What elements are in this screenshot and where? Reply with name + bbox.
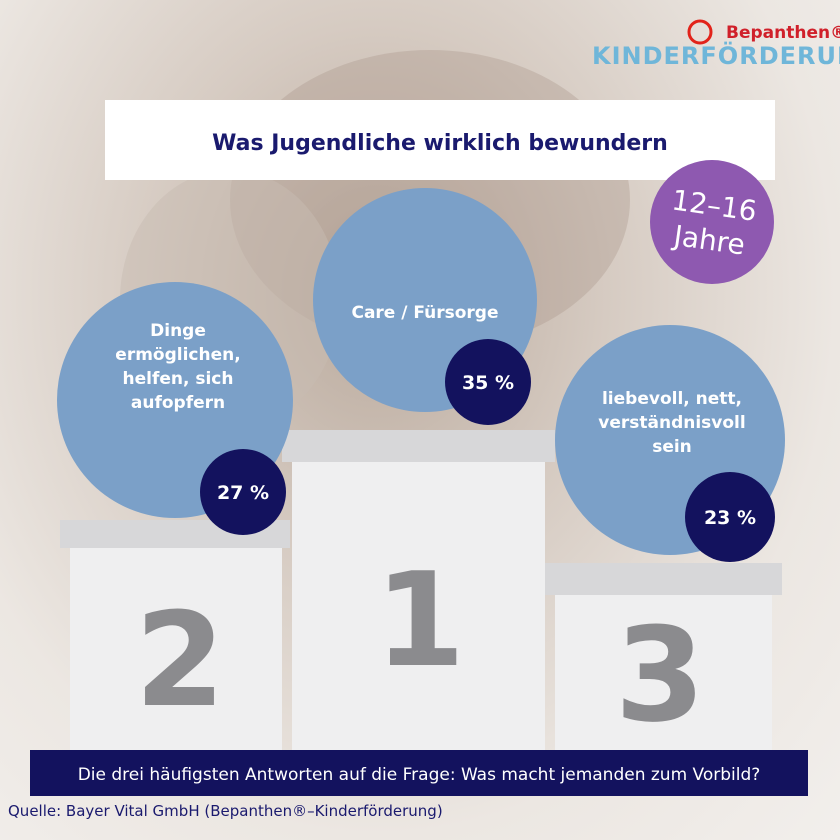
answer-label: sein <box>652 437 692 457</box>
podium-rank: 2 <box>135 584 225 736</box>
age-badge <box>650 160 774 284</box>
answer-label: Dinge <box>150 321 206 341</box>
value: 27 % <box>217 482 269 504</box>
value: 23 % <box>704 507 756 529</box>
answer-label: verständnisvoll <box>598 413 745 433</box>
logo-brand: Bepanthen® <box>726 23 840 43</box>
value-bubble <box>200 449 286 535</box>
podium-rank: 1 <box>375 544 465 696</box>
value: 35 % <box>462 372 514 394</box>
logo-program: KINDERFÖRDERUNG <box>592 40 840 70</box>
caption-bar <box>30 750 808 796</box>
podium <box>555 595 772 750</box>
answer-label: aufopfern <box>131 393 225 413</box>
answer-label: liebevoll, nett, <box>602 389 742 409</box>
podium-top <box>545 563 782 595</box>
answer-label: Care / Fürsorge <box>351 303 498 323</box>
caption: Die drei häufigsten Antworten auf die Fr… <box>78 765 761 785</box>
answer-label: ermöglichen, <box>115 345 240 365</box>
logo-icon <box>687 19 713 45</box>
value-bubble <box>685 472 775 562</box>
podium <box>70 548 282 750</box>
answer-label: helfen, sich <box>123 369 234 389</box>
podium-rank: 3 <box>615 599 705 751</box>
title-box <box>105 100 775 180</box>
value-bubble <box>445 339 531 425</box>
podium-top <box>282 430 555 462</box>
title: Was Jugendliche wirklich bewundern <box>212 131 668 156</box>
source: Quelle: Bayer Vital GmbH (Bepanthen®–Kin… <box>8 802 443 820</box>
podium <box>292 462 545 750</box>
